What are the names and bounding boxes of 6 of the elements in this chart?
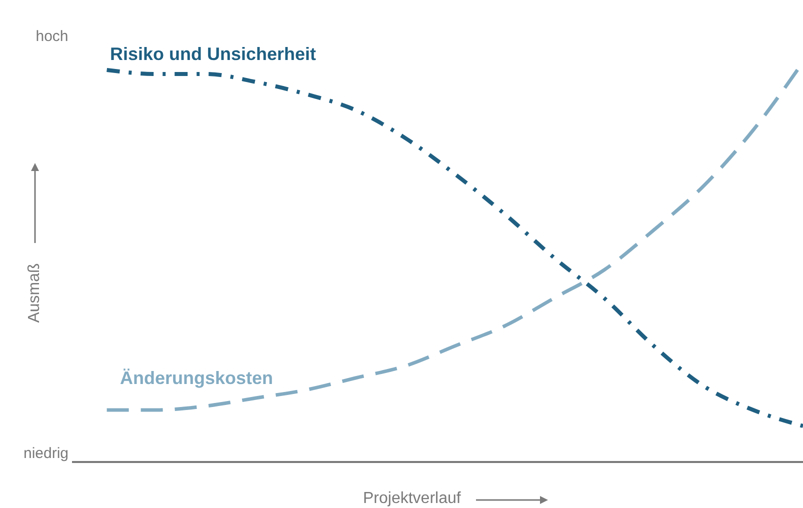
text: niedrig xyxy=(22,445,70,462)
x-axis-title: Projektverlauf xyxy=(363,490,461,508)
text: hoch xyxy=(34,28,70,45)
series-label: Risiko und Unsicherheit xyxy=(110,44,316,65)
series-label: Änderungskosten xyxy=(120,368,274,389)
y-axis-title: Ausmaß xyxy=(26,263,44,323)
